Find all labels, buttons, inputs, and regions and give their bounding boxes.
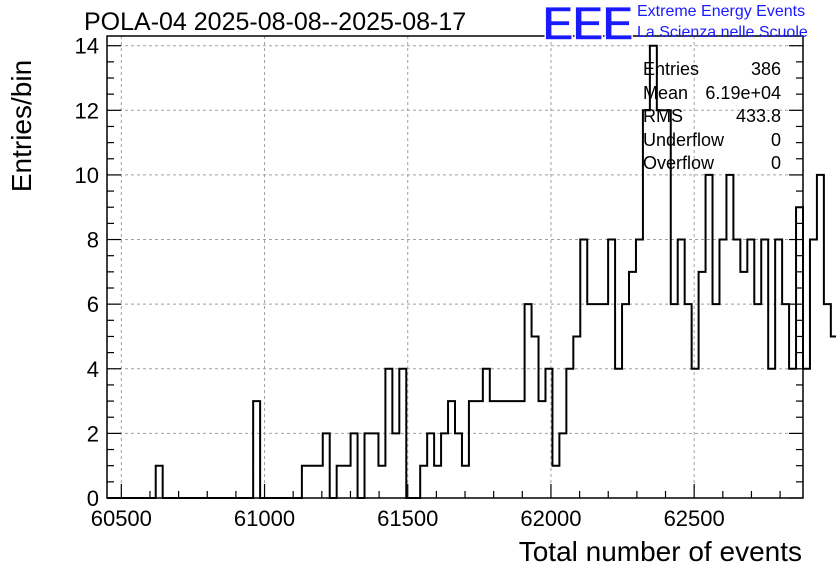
histogram-bin bbox=[824, 304, 831, 498]
histogram-bin bbox=[253, 401, 260, 498]
histogram-bin bbox=[740, 272, 747, 498]
histogram-bin bbox=[434, 466, 441, 498]
x-tick-label: 62500 bbox=[664, 506, 725, 531]
histogram-bin bbox=[525, 304, 532, 498]
histogram-bin bbox=[713, 304, 720, 498]
histogram-bin bbox=[810, 240, 817, 498]
histogram-bin bbox=[156, 466, 163, 498]
histogram-bin bbox=[371, 433, 378, 498]
stats-label: Overflow bbox=[643, 153, 715, 174]
stats-value: 6.19e+04 bbox=[705, 82, 781, 103]
y-tick-label: 12 bbox=[75, 98, 99, 123]
histogram-bin bbox=[511, 401, 518, 498]
y-tick-label: 10 bbox=[75, 163, 99, 188]
stats-box: Entries 386 Mean 6.19e+04 RMS 433.8 Unde… bbox=[643, 59, 781, 177]
histogram-bin bbox=[573, 336, 580, 498]
histogram-bin bbox=[476, 401, 483, 498]
histogram-bin bbox=[427, 433, 434, 498]
histogram-bin bbox=[392, 433, 399, 498]
histogram-line bbox=[107, 44, 836, 499]
histogram-bin bbox=[622, 304, 629, 498]
stats-row-mean: Mean 6.19e+04 bbox=[643, 83, 781, 107]
histogram-bin bbox=[365, 433, 372, 498]
histogram-bin bbox=[587, 304, 594, 498]
histogram-bin bbox=[532, 336, 539, 498]
stats-label: RMS bbox=[643, 106, 683, 127]
stats-label: Underflow bbox=[643, 129, 725, 150]
y-tick-label: 6 bbox=[87, 292, 99, 317]
stats-label: Entries bbox=[643, 59, 700, 79]
histogram-bin bbox=[337, 466, 344, 498]
histogram-bin bbox=[552, 466, 559, 498]
y-tick-label: 4 bbox=[87, 357, 99, 382]
histogram-bin bbox=[706, 175, 713, 498]
x-tick-label: 61500 bbox=[377, 506, 438, 531]
logo-line-2: La Scienza nelle Scuole bbox=[637, 24, 808, 41]
x-tick-label: 60500 bbox=[91, 506, 152, 531]
y-tick-label: 2 bbox=[87, 421, 99, 446]
histogram-bin bbox=[441, 433, 448, 498]
histogram-bin bbox=[726, 175, 733, 498]
histogram-bin bbox=[469, 401, 476, 498]
y-tick-label: 0 bbox=[87, 486, 99, 511]
y-axis-label: Entries/bin bbox=[6, 59, 37, 193]
x-tick-label: 61000 bbox=[234, 506, 295, 531]
x-axis-label: Total number of events bbox=[518, 536, 802, 567]
stats-value: 0 bbox=[770, 129, 781, 150]
histogram-bin bbox=[302, 466, 309, 498]
histogram-bin bbox=[817, 175, 824, 498]
stats-value: 433.8 bbox=[735, 106, 781, 127]
stats-value: 0 bbox=[770, 153, 781, 174]
histogram-bin bbox=[490, 401, 497, 498]
stats-row-rms: RMS 433.8 bbox=[643, 106, 781, 130]
histogram-bin bbox=[629, 272, 636, 498]
y-tick-label: 14 bbox=[75, 34, 99, 59]
chart-title: POLA-04 2025-08-08--2025-08-17 bbox=[84, 8, 467, 36]
y-tick-label: 8 bbox=[87, 228, 99, 253]
logo-line-1: Extreme Energy Events bbox=[637, 3, 806, 20]
plot-frame bbox=[106, 35, 804, 499]
histogram-bin bbox=[699, 272, 706, 498]
histogram-bin bbox=[420, 466, 427, 498]
histogram-bin bbox=[594, 304, 601, 498]
histogram-bin bbox=[671, 304, 678, 498]
histogram-bin bbox=[518, 401, 525, 498]
histogram-bin bbox=[685, 304, 692, 498]
histogram-bin bbox=[351, 433, 358, 498]
histogram-bin bbox=[754, 304, 761, 498]
histogram-bin bbox=[344, 466, 351, 498]
histogram-bin bbox=[497, 401, 504, 498]
histogram-bin bbox=[539, 401, 546, 498]
stats-label: Mean bbox=[643, 82, 689, 103]
stats-row-entries: Entries 386 bbox=[643, 59, 781, 83]
histogram-bin bbox=[831, 336, 836, 498]
eee-logo: EEE bbox=[542, 2, 634, 44]
stats-row-underflow: Underflow 0 bbox=[643, 130, 781, 154]
histogram-bin bbox=[323, 433, 330, 498]
histogram-bin bbox=[782, 304, 789, 498]
histogram-bin bbox=[504, 401, 511, 498]
x-tick-label: 62000 bbox=[520, 506, 581, 531]
histogram-bin bbox=[448, 401, 455, 498]
stats-row-overflow: Overflow 0 bbox=[643, 153, 781, 177]
histogram-bin bbox=[559, 433, 566, 498]
svg-text:EEE: EEE bbox=[542, 2, 633, 44]
histogram-bin bbox=[309, 466, 316, 498]
histogram-bin bbox=[803, 369, 810, 498]
stats-value: 386 bbox=[750, 59, 781, 79]
histogram-bin bbox=[601, 304, 608, 498]
histogram-bin bbox=[455, 433, 462, 498]
